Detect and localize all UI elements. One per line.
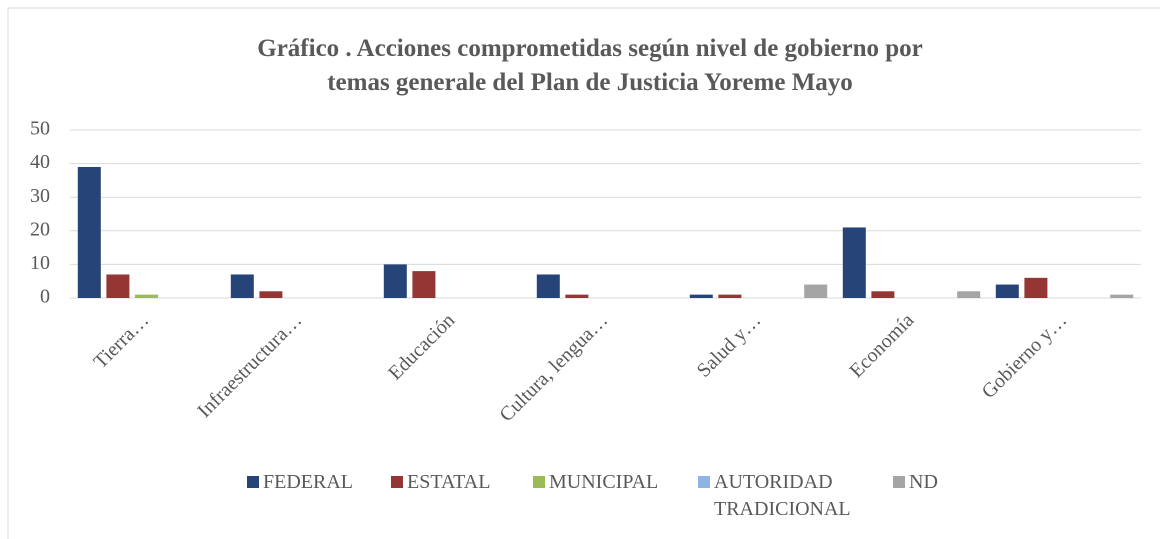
legend-label: MUNICIPAL — [549, 471, 659, 493]
x-tick-label: Salud y… — [693, 309, 766, 382]
bar — [383, 264, 407, 298]
bar — [412, 271, 436, 298]
y-tick-label: 0 — [40, 286, 50, 308]
bar — [689, 294, 713, 298]
legend-label: FEDERAL — [263, 471, 353, 493]
legend-label: ESTATAL — [407, 471, 491, 493]
legend-swatch — [698, 476, 710, 488]
x-tick-label: Economía — [845, 309, 918, 382]
legend-label: ND — [909, 471, 938, 493]
bar — [565, 294, 589, 298]
bar — [871, 291, 895, 298]
x-tick-label: Gobierno y… — [978, 309, 1072, 403]
legend-swatch — [893, 476, 905, 488]
bar — [842, 227, 866, 298]
chart-title: Gráfico . Acciones comprometidas según n… — [257, 35, 923, 96]
x-tick-label: Educación — [384, 309, 459, 384]
x-tick-label: Tierra… — [90, 309, 154, 373]
y-tick-label: 30 — [30, 185, 50, 207]
bar — [536, 274, 560, 298]
bar — [1024, 277, 1048, 298]
legend-label: AUTORIDAD TRADICIONAL — [714, 471, 851, 520]
y-tick-label: 40 — [30, 151, 50, 173]
bar — [106, 274, 130, 298]
y-tick-label: 50 — [30, 118, 50, 140]
bar — [957, 291, 981, 298]
y-tick-label: 10 — [30, 252, 50, 274]
bar — [1110, 294, 1134, 298]
bar — [259, 291, 283, 298]
legend-swatch — [391, 476, 403, 488]
bar — [804, 284, 828, 298]
x-tick-label: Infraestructura… — [193, 309, 306, 422]
bar — [718, 294, 742, 298]
bar — [995, 284, 1019, 298]
bar — [230, 274, 254, 298]
y-tick-label: 20 — [30, 218, 50, 240]
bar — [77, 166, 101, 298]
legend-swatch — [533, 476, 545, 488]
bar — [135, 294, 158, 298]
x-tick-label: Cultura, lengua… — [495, 309, 612, 426]
legend-swatch — [247, 476, 259, 488]
